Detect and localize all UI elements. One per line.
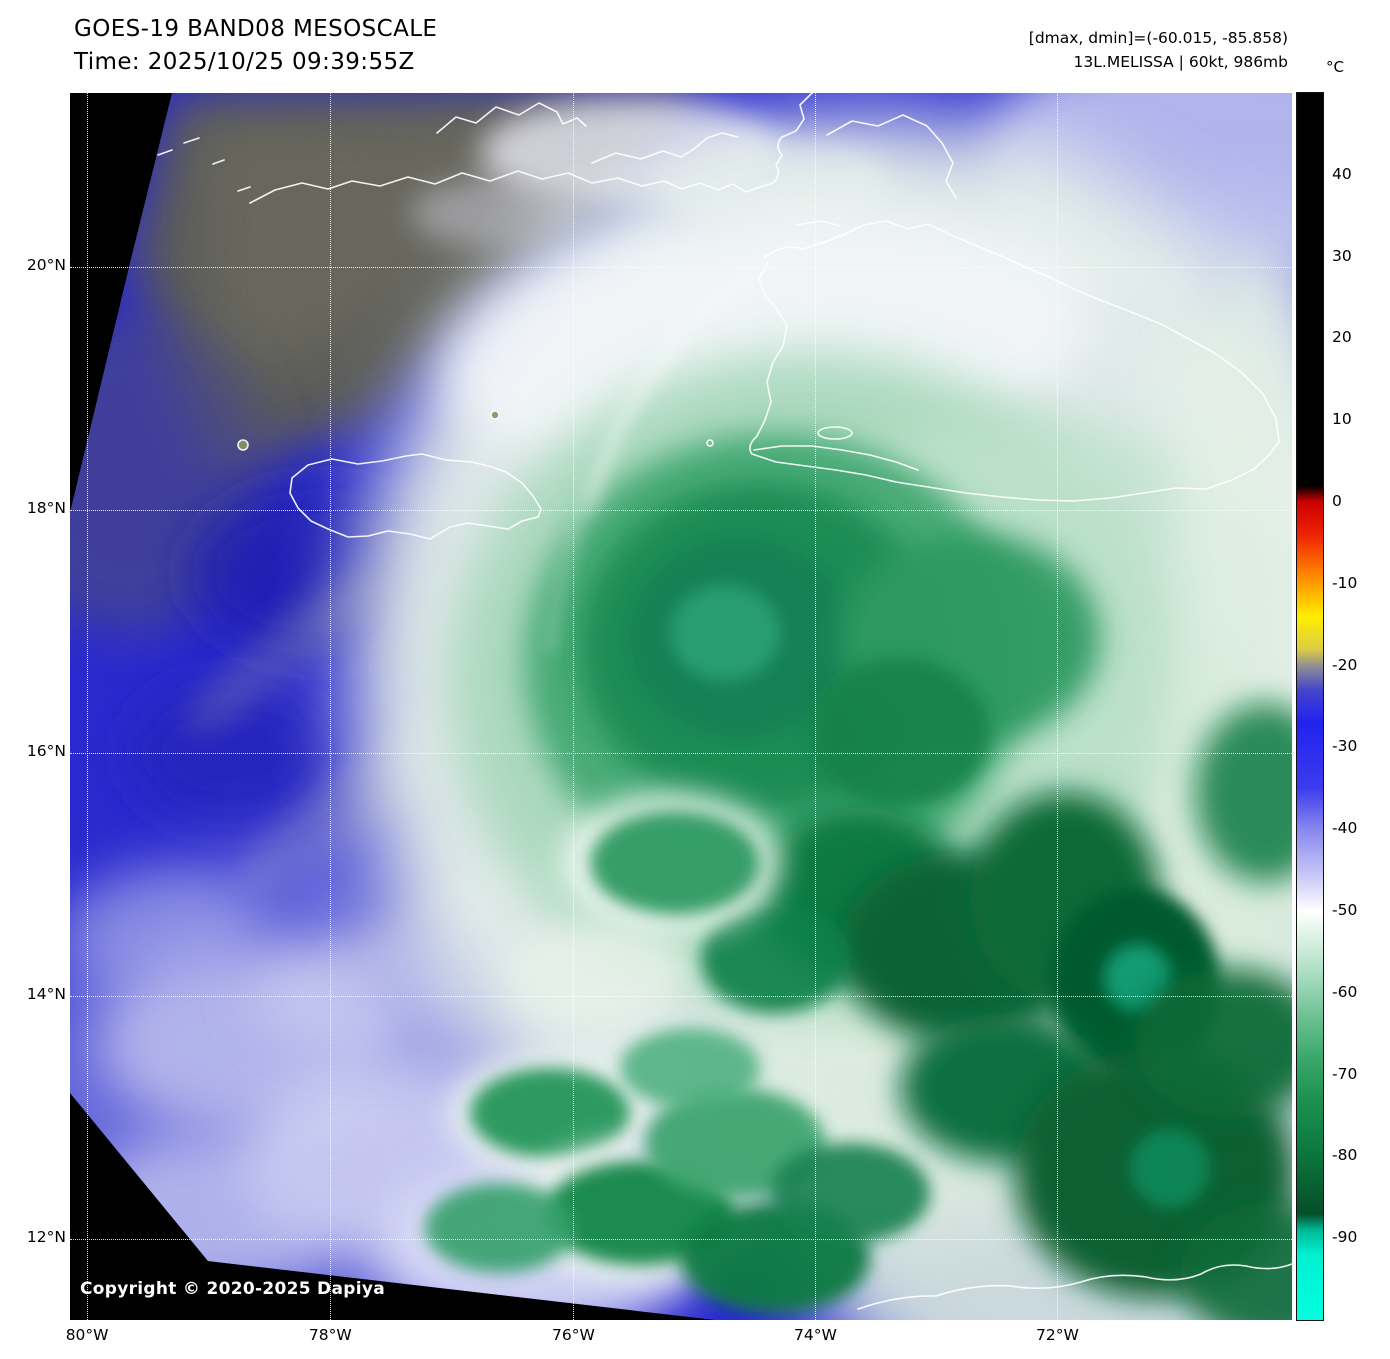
colorbar xyxy=(1296,92,1324,1321)
scan-data-region xyxy=(70,93,1292,1320)
lon-tick-label: 80°W xyxy=(65,1326,109,1344)
deep-convection-cluster xyxy=(700,703,1292,1320)
header-right: [dmax, dmin]=(-60.015, -85.858) 13L.MELI… xyxy=(1029,26,1288,74)
gridline-longitude xyxy=(815,93,817,1320)
lat-tick-label: 20°N xyxy=(26,256,66,275)
lat-tick-label: 12°N xyxy=(26,1228,66,1247)
coastlines xyxy=(74,93,1292,1310)
lat-tick-label: 18°N xyxy=(26,499,66,518)
colorbar-tick-label: 30 xyxy=(1332,246,1352,265)
island-navassa xyxy=(706,439,714,447)
lon-tick-label: 72°W xyxy=(1035,1326,1079,1344)
coastline-jamaica xyxy=(289,453,542,540)
coastline-cuba-north xyxy=(436,102,587,134)
outflow-streaks xyxy=(546,255,1203,654)
page-title: GOES-19 BAND08 MESOSCALE xyxy=(74,16,438,42)
copyright-notice: Copyright © 2020-2025 Dapiya xyxy=(80,1279,385,1299)
colorbar-unit-label: °C xyxy=(1326,58,1344,76)
gridline-latitude xyxy=(70,1239,1292,1241)
coastline-south-america xyxy=(857,1263,1292,1310)
gridline-longitude xyxy=(1057,93,1059,1320)
colorbar-tick-label: -10 xyxy=(1332,573,1358,592)
hurricane-core xyxy=(525,433,1100,893)
island-gonave xyxy=(817,426,853,440)
colorbar-tick-label: -40 xyxy=(1332,819,1358,838)
island-cay xyxy=(490,410,500,420)
lon-tick-label: 78°W xyxy=(308,1326,352,1344)
satellite-map: Copyright © 2020-2025 Dapiya xyxy=(70,93,1292,1320)
dmax-dmin-readout: [dmax, dmin]=(-60.015, -85.858) xyxy=(1028,29,1288,47)
gridline-latitude xyxy=(70,510,1292,512)
timestamp: Time: 2025/10/25 09:39:55Z xyxy=(74,49,415,75)
island-tortuga xyxy=(795,220,841,227)
gridline-latitude xyxy=(70,267,1292,269)
colorbar-tick-label: 40 xyxy=(1332,164,1352,183)
coastline-hispaniola-north xyxy=(764,220,1280,457)
colorbar-tick-label: -80 xyxy=(1332,1146,1358,1165)
satellite-imagery xyxy=(70,93,1292,1320)
gridline-longitude xyxy=(330,93,332,1320)
lon-tick-label: 74°W xyxy=(794,1326,837,1344)
gridline-latitude xyxy=(70,996,1292,998)
colorbar-tick-label: -90 xyxy=(1332,1228,1358,1247)
lat-tick-label: 16°N xyxy=(26,742,66,761)
colorbar-tick-label: -50 xyxy=(1332,901,1358,919)
scattered-convective-cells xyxy=(425,793,930,1313)
coastline-cuba-bay xyxy=(591,132,739,164)
storm-info: 13L.MELISSA | 60kt, 986mb xyxy=(1073,53,1288,71)
colorbar-tick-label: -30 xyxy=(1332,737,1358,756)
gridline-longitude xyxy=(87,93,89,1320)
colorbar-tick-label: -60 xyxy=(1332,982,1358,1001)
colorbar-tick-label: 20 xyxy=(1332,328,1352,347)
gridline-latitude xyxy=(70,753,1292,755)
colorbar-tick-label: 0 xyxy=(1332,492,1342,510)
lat-tick-label: 14°N xyxy=(26,985,66,1004)
colorbar-tick-label: 10 xyxy=(1332,410,1352,429)
coastline-cuba xyxy=(249,93,813,204)
island-pedro-cay xyxy=(237,439,249,451)
coastline-hispaniola-south xyxy=(749,262,1269,502)
colorbar-tick-label: -70 xyxy=(1332,1064,1358,1083)
gridline-longitude xyxy=(573,93,575,1320)
coastline-tiburon-peninsula xyxy=(753,445,919,471)
coastline-cuba-east xyxy=(826,114,957,199)
colorbar-tick-label: -20 xyxy=(1332,655,1358,674)
lon-tick-label: 76°W xyxy=(552,1326,595,1344)
